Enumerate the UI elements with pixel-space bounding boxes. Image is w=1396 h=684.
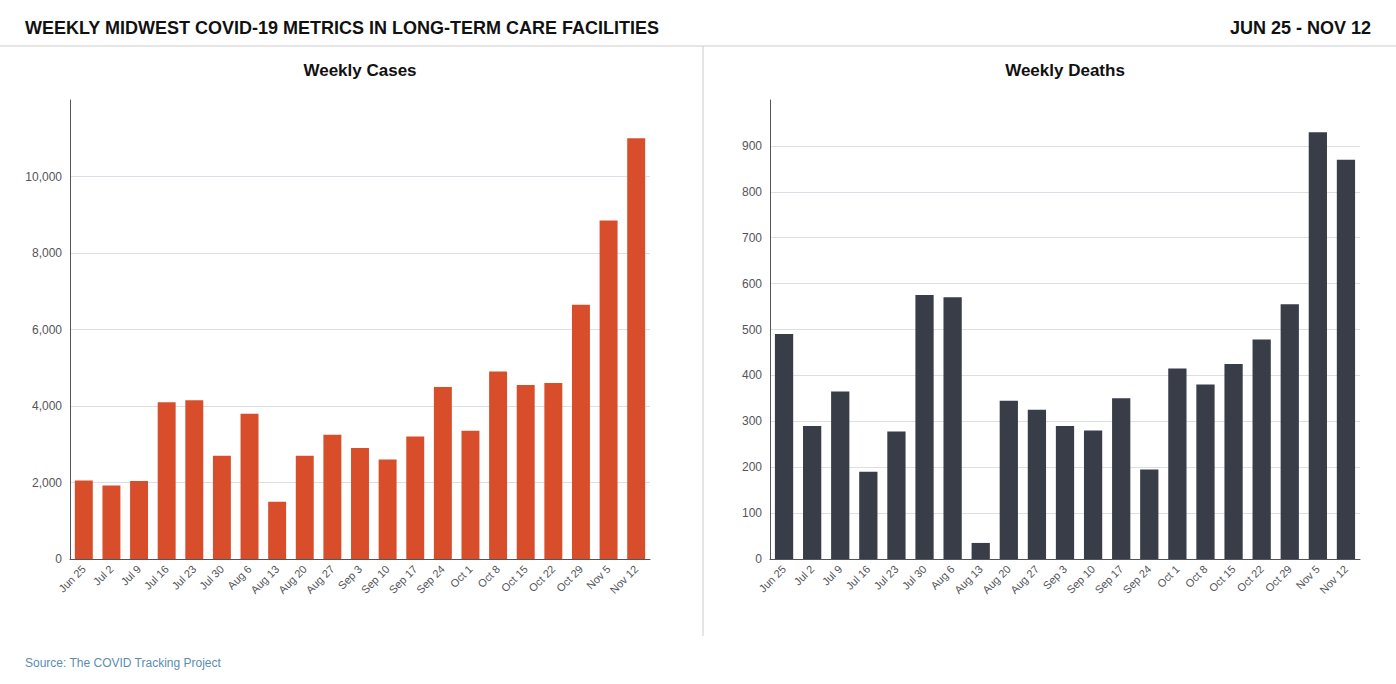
svg-text:900: 900 (742, 139, 762, 153)
svg-text:Jul 23: Jul 23 (871, 563, 900, 592)
svg-text:Aug 27: Aug 27 (1008, 563, 1041, 596)
svg-text:0: 0 (755, 552, 762, 566)
svg-text:Weekly Deaths: Weekly Deaths (1005, 61, 1125, 80)
svg-text:Nov 5: Nov 5 (1293, 562, 1323, 592)
svg-text:Jul 16: Jul 16 (142, 563, 171, 592)
svg-text:Oct 1: Oct 1 (448, 563, 475, 590)
svg-text:Oct 15: Oct 15 (1206, 563, 1237, 594)
svg-text:WEEKLY MIDWEST COVID-19 METRIC: WEEKLY MIDWEST COVID-19 METRICS IN LONG-… (25, 18, 659, 38)
svg-text:Aug 13: Aug 13 (248, 563, 281, 596)
svg-text:Sep 3: Sep 3 (1040, 562, 1070, 592)
svg-text:Aug 13: Aug 13 (952, 563, 985, 596)
svg-text:400: 400 (742, 368, 762, 382)
svg-text:Sep 10: Sep 10 (359, 563, 392, 596)
svg-text:Jul 2: Jul 2 (791, 563, 816, 588)
svg-text:Source: The COVID Tracking Pro: Source: The COVID Tracking Project (25, 656, 222, 670)
svg-text:Jul 30: Jul 30 (900, 563, 929, 592)
svg-text:Jul 2: Jul 2 (91, 563, 116, 588)
svg-text:JUN 25 - NOV 12: JUN 25 - NOV 12 (1230, 18, 1371, 38)
svg-text:Nov 12: Nov 12 (607, 563, 640, 596)
svg-text:Oct 1: Oct 1 (1155, 563, 1182, 590)
svg-text:Jul 30: Jul 30 (197, 563, 226, 592)
svg-text:Sep 17: Sep 17 (386, 563, 419, 596)
svg-text:Oct 8: Oct 8 (475, 562, 503, 590)
svg-text:4,000: 4,000 (32, 399, 62, 413)
svg-text:Jul 9: Jul 9 (820, 563, 845, 588)
svg-text:600: 600 (742, 277, 762, 291)
svg-text:Aug 6: Aug 6 (928, 562, 957, 592)
svg-text:Jul 9: Jul 9 (118, 563, 143, 588)
svg-text:Jun 25: Jun 25 (56, 563, 88, 595)
svg-text:Nov 12: Nov 12 (1317, 563, 1350, 596)
svg-text:Jun 25: Jun 25 (756, 563, 788, 595)
svg-text:Jul 16: Jul 16 (843, 563, 872, 592)
svg-text:10,000: 10,000 (25, 170, 62, 184)
svg-text:Sep 17: Sep 17 (1092, 563, 1125, 596)
svg-text:Oct 22: Oct 22 (1235, 563, 1266, 594)
svg-text:Sep 10: Sep 10 (1064, 563, 1097, 596)
svg-text:Aug 6: Aug 6 (225, 562, 254, 592)
svg-text:Oct 29: Oct 29 (1263, 563, 1294, 594)
svg-text:Oct 29: Oct 29 (554, 563, 585, 594)
svg-text:100: 100 (742, 506, 762, 520)
svg-text:200: 200 (742, 460, 762, 474)
svg-text:Oct 8: Oct 8 (1182, 562, 1210, 590)
svg-text:Sep 24: Sep 24 (414, 563, 447, 596)
svg-text:Weekly Cases: Weekly Cases (303, 61, 416, 80)
svg-text:Aug 20: Aug 20 (980, 563, 1013, 596)
svg-text:Jul 23: Jul 23 (169, 563, 198, 592)
svg-text:Oct 15: Oct 15 (499, 563, 530, 594)
svg-text:Sep 3: Sep 3 (335, 562, 365, 592)
svg-text:6,000: 6,000 (32, 323, 62, 337)
svg-text:2,000: 2,000 (32, 476, 62, 490)
svg-text:500: 500 (742, 323, 762, 337)
svg-text:300: 300 (742, 414, 762, 428)
svg-text:Oct 22: Oct 22 (526, 563, 557, 594)
svg-text:8,000: 8,000 (32, 246, 62, 260)
svg-text:700: 700 (742, 231, 762, 245)
svg-text:800: 800 (742, 185, 762, 199)
svg-text:Aug 20: Aug 20 (276, 563, 309, 596)
svg-text:0: 0 (55, 552, 62, 566)
svg-text:Aug 27: Aug 27 (304, 563, 337, 596)
svg-text:Nov 5: Nov 5 (584, 562, 613, 592)
svg-text:Sep 24: Sep 24 (1120, 563, 1153, 596)
